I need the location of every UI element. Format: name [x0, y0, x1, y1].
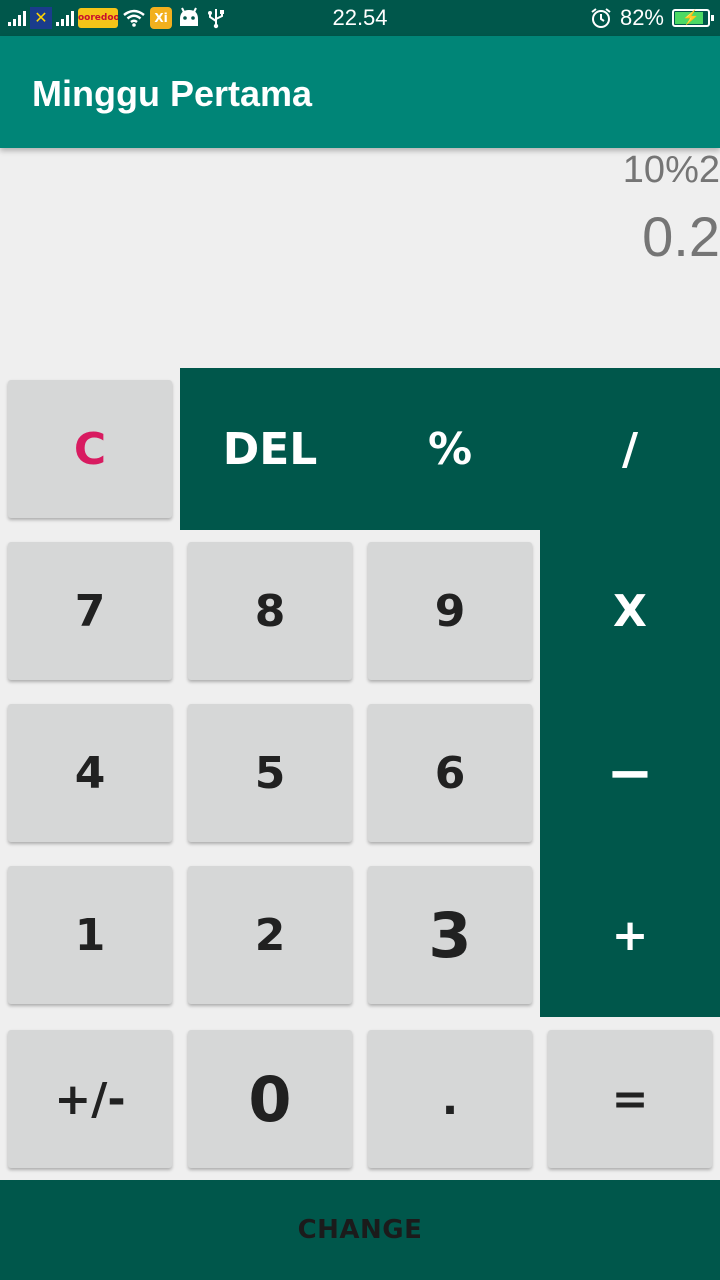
usb-icon [206, 7, 226, 29]
app-bar: Minggu Pertama [0, 36, 720, 148]
digit-1-button[interactable]: 1 [8, 866, 172, 1004]
carrier-logo-icon: ooredoo [78, 8, 118, 28]
equals-button[interactable]: = [548, 1030, 712, 1168]
decimal-button[interactable]: . [368, 1030, 532, 1168]
charging-icon: ⚡ [682, 9, 700, 25]
digit-2-button[interactable]: 2 [188, 866, 352, 1004]
digit-5-button[interactable]: 5 [188, 704, 352, 842]
digit-8-button[interactable]: 8 [188, 542, 352, 680]
digit-3-button[interactable]: 3 [368, 866, 532, 1004]
change-button[interactable]: CHANGE [0, 1180, 720, 1280]
battery-percent: 82% [619, 5, 664, 30]
delete-button[interactable]: DEL [222, 423, 318, 475]
plus-button[interactable]: + [611, 910, 649, 961]
negate-button[interactable]: +/- [8, 1030, 172, 1168]
percent-button[interactable]: % [427, 423, 473, 475]
digit-6-button[interactable]: 6 [368, 704, 532, 842]
app-title: Minggu Pertama [32, 73, 313, 114]
status-right-icons: 82% ⚡ [590, 4, 714, 32]
expression-display: 10%2 [622, 149, 720, 191]
digit-0-button[interactable]: 0 [188, 1030, 352, 1168]
status-bar: ✕ ooredoo Xi [0, 0, 720, 36]
operator-panel-right [540, 530, 720, 1017]
android-icon [176, 7, 202, 29]
alarm-icon [590, 7, 612, 29]
digit-4-button[interactable]: 4 [8, 704, 172, 842]
digit-7-button[interactable]: 7 [8, 542, 172, 680]
digit-9-button[interactable]: 9 [368, 542, 532, 680]
signal-icon [56, 10, 74, 26]
battery-fill [675, 12, 703, 24]
battery-icon: ⚡ [672, 9, 714, 27]
status-left-icons: ✕ ooredoo Xi [8, 4, 226, 32]
minus-button[interactable]: − [606, 740, 654, 806]
result-display: 0.2 [642, 205, 720, 268]
divide-button[interactable]: / [621, 423, 639, 475]
operator-panel-top [180, 368, 720, 530]
status-time: 22.54 [332, 5, 388, 30]
clear-button[interactable]: C [8, 380, 172, 518]
multiply-button[interactable]: X [613, 585, 647, 637]
carrier-icon: ✕ [30, 7, 52, 29]
wifi-icon [122, 8, 146, 28]
signal-icon [8, 10, 26, 26]
app-icon: Xi [150, 7, 172, 29]
